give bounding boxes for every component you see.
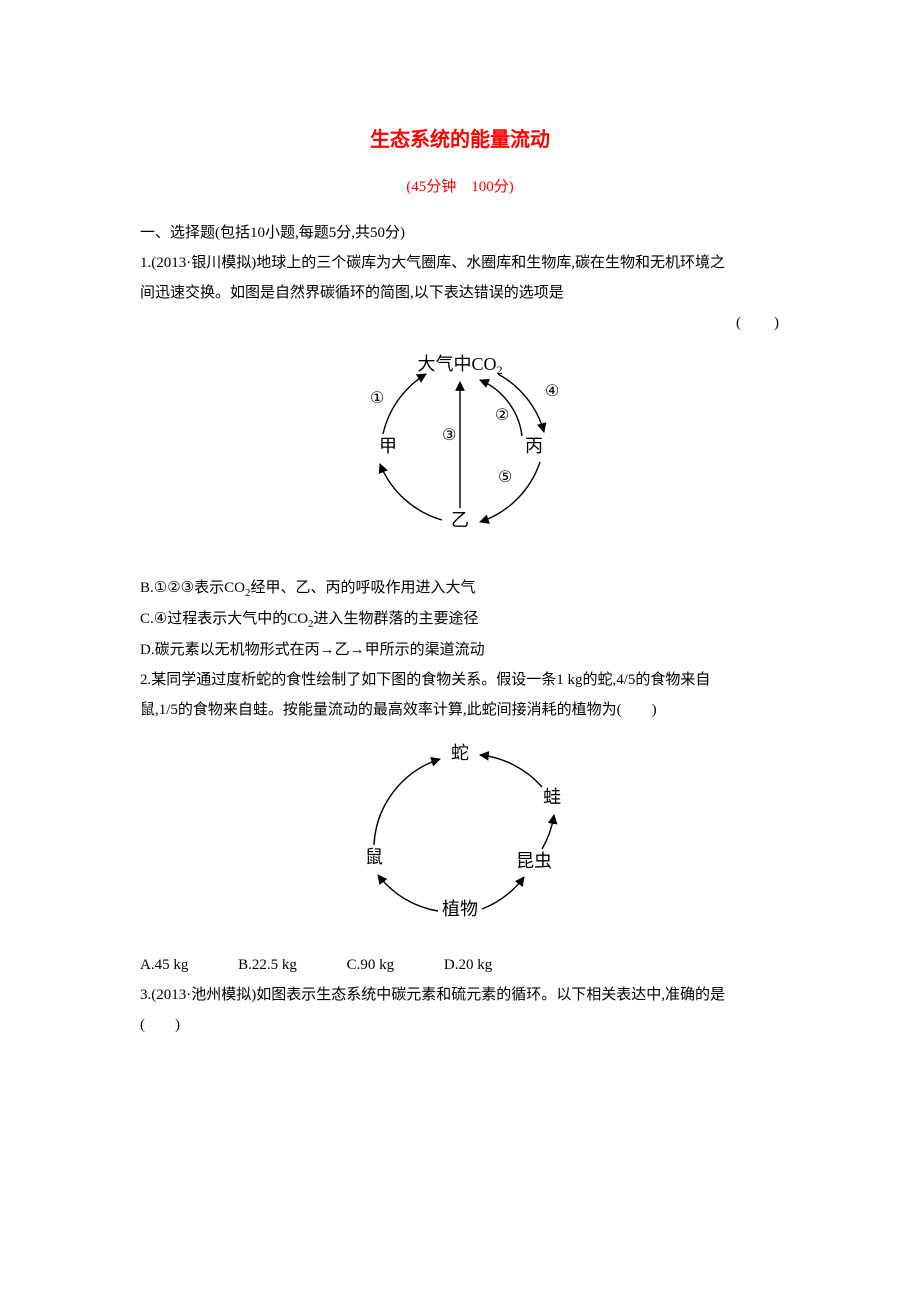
q1-label-2: ② — [495, 407, 509, 424]
q1-opt-d: D.碳元素以无机物形式在丙→乙→甲所示的渠道流动 — [140, 635, 780, 665]
q2-line2: 鼠,1/5的食物来自蛙。按能量流动的最高效率计算,此蛇间接消耗的植物为( ) — [140, 695, 780, 725]
q1-label-3: ③ — [442, 427, 456, 444]
q1-blank: ( ) — [140, 308, 780, 338]
q2-opt-a: A.45 kg — [140, 957, 188, 973]
q2-line1: 2.某同学通过度析蛇的食性绘制了如下图的食物关系。假设一条1 kg的蛇,4/5的… — [140, 665, 780, 695]
q2-opt-d: D.20 kg — [444, 957, 492, 973]
q1-label-1: ① — [370, 390, 384, 407]
q1-opt-c: C.④过程表示大气中的CO2进入生物群落的主要途径 — [140, 604, 780, 635]
section-heading: 一、选择题(包括10小题,每题5分,共50分) — [140, 218, 780, 248]
q1-node-left: 甲 — [379, 436, 397, 456]
q3-line2: ( ) — [140, 1010, 780, 1040]
q2-diagram: 蛇 蛙 昆虫 植物 鼠 — [140, 735, 780, 936]
q2-node-snake: 蛇 — [451, 743, 469, 763]
q2-node-mouse: 鼠 — [365, 847, 383, 867]
page-title: 生态系统的能量流动 — [140, 120, 780, 160]
q1-line2: 间迅速交换。如图是自然界碳循环的简图,以下表达错误的选项是 — [140, 278, 780, 308]
q2-opt-c: C.90 kg — [347, 957, 395, 973]
q2-node-plant: 植物 — [442, 899, 478, 919]
q1-label-4: ④ — [545, 383, 559, 400]
q1-opt-b: B.①②③表示CO2经甲、乙、丙的呼吸作用进入大气 — [140, 573, 780, 604]
q2-node-frog: 蛙 — [543, 787, 561, 807]
q2-opt-b: B.22.5 kg — [238, 957, 297, 973]
q3-line1: 3.(2013·池州模拟)如图表示生态系统中碳元素和硫元素的循环。以下相关表达中… — [140, 980, 780, 1010]
q1-node-top: 大气中CO2 — [417, 354, 502, 377]
q1-line1: 1.(2013·银川模拟)地球上的三个碳库为大气圈库、水圈库和生物库,碳在生物和… — [140, 248, 780, 278]
q1-diagram: 大气中CO2 甲 乙 丙 ① ④ ② ③ ⑤ — [140, 348, 780, 559]
q1-label-5: ⑤ — [498, 469, 512, 486]
page-subtitle: (45分钟 100分) — [140, 172, 780, 202]
q1-node-right: 丙 — [525, 436, 543, 456]
q2-options: A.45 kg B.22.5 kg C.90 kg D.20 kg — [140, 950, 780, 980]
q2-node-insect: 昆虫 — [516, 851, 552, 871]
q1-node-bottom: 乙 — [451, 510, 469, 530]
